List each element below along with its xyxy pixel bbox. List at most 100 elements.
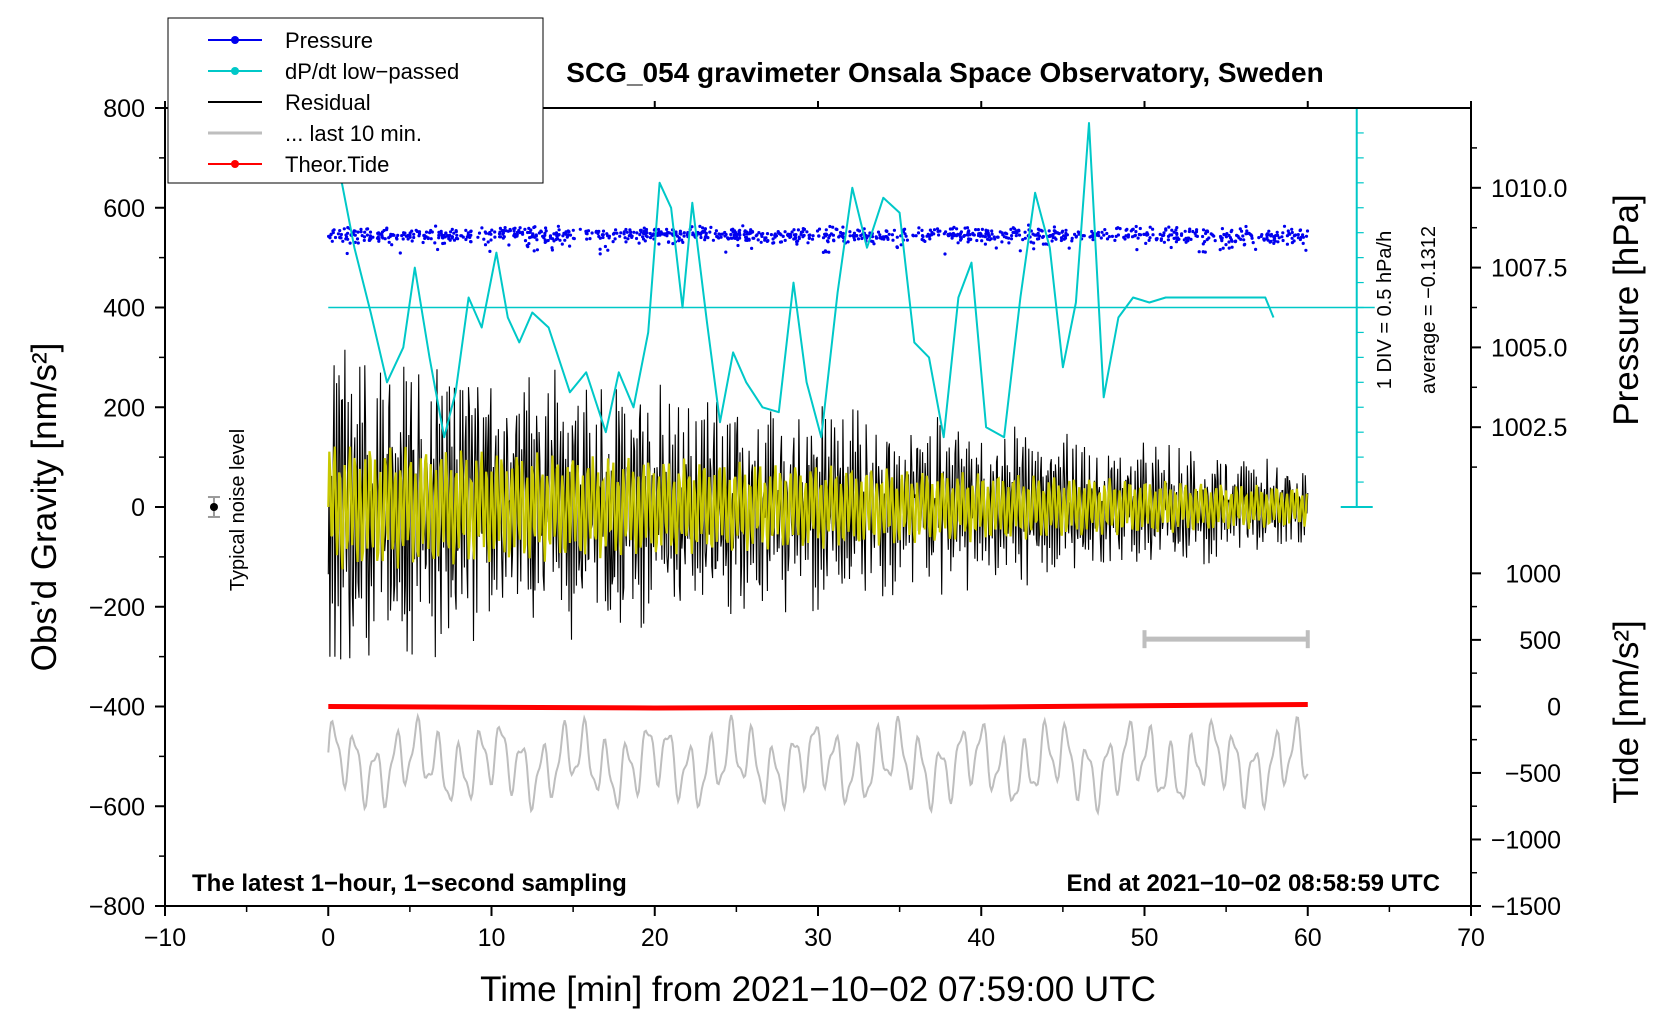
pressure-point (860, 236, 864, 241)
pressure-point (840, 234, 845, 239)
pressure-point (828, 224, 832, 229)
pressure-point (424, 230, 429, 234)
tide-tick-label: 500 (1519, 627, 1561, 655)
pressure-point (895, 245, 899, 249)
plot-layer-background (328, 107, 1375, 508)
pressure-point (665, 233, 669, 237)
pressure-point (1107, 235, 1111, 239)
pressure-point (635, 231, 639, 235)
pressure-point (786, 234, 791, 238)
pressure-point (829, 232, 834, 236)
pressure-point (958, 232, 962, 236)
pressure-point (513, 235, 517, 239)
pressure-point (984, 228, 988, 232)
pressure-point (330, 239, 334, 243)
pressure-tick-label: 1007.5 (1491, 255, 1567, 283)
pressure-point (327, 234, 331, 238)
pressure-point (741, 224, 745, 228)
pressure-point (543, 231, 547, 235)
pressure-point (738, 236, 742, 240)
pressure-point (911, 233, 915, 237)
pressure-point (852, 231, 857, 235)
pressure-point (759, 240, 763, 244)
pressure-point (385, 228, 389, 232)
pressure-point (539, 230, 544, 234)
pressure-point (742, 233, 746, 237)
x-tick-label: 0 (321, 924, 335, 952)
pressure-point (928, 228, 933, 232)
pressure-point (987, 235, 991, 239)
legend-marker (231, 160, 239, 168)
pressure-point (699, 232, 703, 236)
pressure-point (615, 231, 619, 235)
pressure-point (709, 225, 713, 229)
pressure-point (1032, 241, 1036, 245)
pressure-point (598, 252, 602, 256)
pressure-point (729, 236, 733, 240)
pressure-point (923, 239, 927, 243)
pressure-point (723, 234, 727, 238)
pressure-point (975, 238, 979, 243)
pressure-point (422, 233, 426, 237)
x-axis-title: Time [min] from 2021−10−02 07:59:00 UTC (480, 970, 1156, 1009)
pressure-point (984, 232, 988, 236)
pressure-point (959, 230, 964, 234)
pressure-point (348, 241, 352, 245)
tide-tick-label: 0 (1547, 693, 1561, 721)
pressure-point (1047, 229, 1051, 233)
y-axis-title: Obs’d Gravity [nm/s²] (25, 343, 64, 672)
pressure-point (920, 237, 924, 242)
pressure-point (976, 228, 981, 232)
pressure-point (839, 230, 843, 235)
pressure-point (1023, 236, 1027, 240)
pressure-point (1223, 233, 1227, 237)
pressure-point (429, 237, 433, 241)
pressure-point (603, 244, 608, 249)
pressure-point (1052, 225, 1056, 229)
pressure-point (959, 237, 963, 241)
pressure-point (634, 236, 639, 241)
pressure-point (339, 236, 343, 240)
pressure-point (618, 234, 622, 238)
pressure-point (990, 229, 994, 233)
pressure-point (1197, 250, 1201, 254)
pressure-point (339, 232, 343, 237)
pressure-tick-label: 1002.5 (1491, 414, 1567, 442)
pressure-point (1133, 233, 1137, 237)
pressure-point (983, 242, 988, 246)
pressure-point (765, 232, 770, 236)
pressure-point (482, 237, 486, 241)
pressure-point (1281, 231, 1285, 235)
pressure-point (1007, 241, 1011, 245)
pressure-point (504, 229, 508, 233)
pressure-point (691, 231, 695, 235)
pressure-point (1301, 241, 1305, 245)
residual-smoothed-line (327, 446, 1309, 570)
tide-tick-label: −1500 (1491, 893, 1561, 921)
pressure-point (517, 228, 521, 233)
pressure-point (460, 234, 464, 238)
pressure-point (498, 235, 503, 239)
pressure-point (802, 233, 806, 237)
pressure-point (681, 240, 685, 244)
pressure-point (626, 237, 630, 241)
pressure-point (346, 231, 350, 235)
pressure-point (792, 228, 796, 232)
pressure-point (1218, 248, 1222, 252)
pressure-point (521, 232, 525, 236)
pressure-point (1201, 242, 1205, 246)
pressure-point (408, 235, 412, 239)
pressure-point (996, 235, 1000, 239)
pressure-point (379, 232, 383, 236)
pressure-point (1209, 232, 1213, 236)
pressure-point (783, 230, 787, 234)
pressure-point (761, 232, 765, 236)
pressure-point (1038, 234, 1042, 238)
pressure-point (1067, 246, 1071, 250)
pressure-point (501, 236, 505, 240)
legend: Pressure dP/dt low−passed Residual ... last… (167, 17, 544, 184)
pressure-tick-label: 1005.0 (1491, 334, 1567, 362)
pressure-point (550, 246, 554, 250)
pressure-point (1268, 240, 1272, 244)
pressure-point (363, 230, 367, 234)
